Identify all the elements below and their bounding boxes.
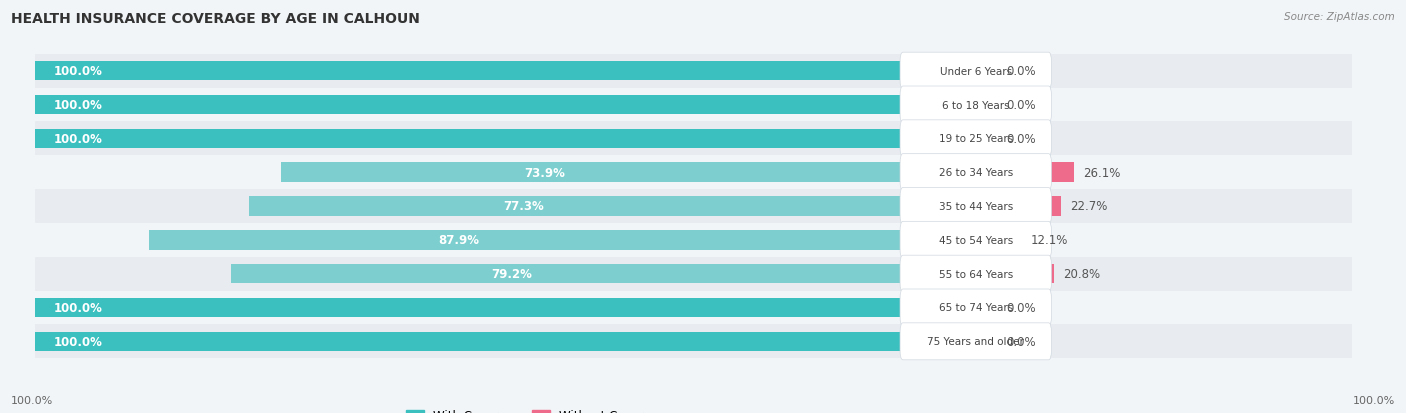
Text: 22.7%: 22.7% — [1070, 200, 1108, 213]
Bar — [976, 332, 997, 351]
Bar — [35, 291, 1353, 325]
Text: Under 6 Years: Under 6 Years — [939, 66, 1012, 76]
Text: 0.0%: 0.0% — [1005, 301, 1035, 314]
Text: 35 to 44 Years: 35 to 44 Years — [939, 202, 1012, 211]
Bar — [35, 298, 976, 318]
Bar — [35, 55, 1353, 88]
Bar — [976, 129, 997, 149]
Text: 100.0%: 100.0% — [53, 65, 103, 78]
Text: 26.1%: 26.1% — [1084, 166, 1121, 179]
Bar — [35, 95, 976, 115]
Text: 45 to 54 Years: 45 to 54 Years — [939, 235, 1012, 245]
Text: 73.9%: 73.9% — [524, 166, 565, 179]
Legend: With Coverage, Without Coverage: With Coverage, Without Coverage — [401, 404, 671, 413]
Text: 12.1%: 12.1% — [1031, 234, 1069, 247]
Bar — [35, 62, 976, 81]
Bar — [249, 197, 976, 216]
FancyBboxPatch shape — [900, 290, 1052, 326]
Text: Source: ZipAtlas.com: Source: ZipAtlas.com — [1284, 12, 1395, 22]
Bar — [976, 95, 997, 115]
Text: 19 to 25 Years: 19 to 25 Years — [939, 134, 1012, 144]
Text: 100.0%: 100.0% — [53, 301, 103, 314]
Text: 65 to 74 Years: 65 to 74 Years — [939, 303, 1012, 313]
Text: 20.8%: 20.8% — [1063, 268, 1101, 280]
Text: 87.9%: 87.9% — [439, 234, 479, 247]
Bar — [35, 325, 1353, 358]
FancyBboxPatch shape — [900, 87, 1052, 123]
Bar — [976, 264, 1054, 284]
Bar — [35, 332, 976, 351]
Text: 55 to 64 Years: 55 to 64 Years — [939, 269, 1012, 279]
FancyBboxPatch shape — [900, 222, 1052, 259]
FancyBboxPatch shape — [900, 323, 1052, 360]
Bar — [976, 298, 997, 318]
Text: HEALTH INSURANCE COVERAGE BY AGE IN CALHOUN: HEALTH INSURANCE COVERAGE BY AGE IN CALH… — [11, 12, 420, 26]
Text: 100.0%: 100.0% — [53, 99, 103, 112]
Bar — [976, 62, 997, 81]
Bar — [976, 163, 1074, 183]
Bar — [35, 257, 1353, 291]
Text: 0.0%: 0.0% — [1005, 335, 1035, 348]
Bar — [35, 122, 1353, 156]
FancyBboxPatch shape — [900, 154, 1052, 191]
Text: 0.0%: 0.0% — [1005, 65, 1035, 78]
Bar — [35, 88, 1353, 122]
Bar — [35, 190, 1353, 223]
Bar — [35, 156, 1353, 190]
Text: 77.3%: 77.3% — [503, 200, 544, 213]
FancyBboxPatch shape — [900, 188, 1052, 225]
Bar — [976, 230, 1021, 250]
Bar — [149, 230, 976, 250]
Text: 75 Years and older: 75 Years and older — [928, 337, 1024, 347]
Text: 100.0%: 100.0% — [11, 395, 53, 405]
Bar — [35, 129, 976, 149]
Text: 100.0%: 100.0% — [1353, 395, 1395, 405]
Text: 6 to 18 Years: 6 to 18 Years — [942, 100, 1010, 110]
Bar — [281, 163, 976, 183]
Text: 0.0%: 0.0% — [1005, 99, 1035, 112]
FancyBboxPatch shape — [900, 256, 1052, 292]
Text: 100.0%: 100.0% — [53, 133, 103, 145]
FancyBboxPatch shape — [900, 121, 1052, 157]
Bar — [976, 197, 1062, 216]
Text: 79.2%: 79.2% — [492, 268, 533, 280]
Bar — [231, 264, 976, 284]
Text: 26 to 34 Years: 26 to 34 Years — [939, 168, 1012, 178]
Text: 0.0%: 0.0% — [1005, 133, 1035, 145]
Bar — [35, 223, 1353, 257]
FancyBboxPatch shape — [900, 53, 1052, 90]
Text: 100.0%: 100.0% — [53, 335, 103, 348]
